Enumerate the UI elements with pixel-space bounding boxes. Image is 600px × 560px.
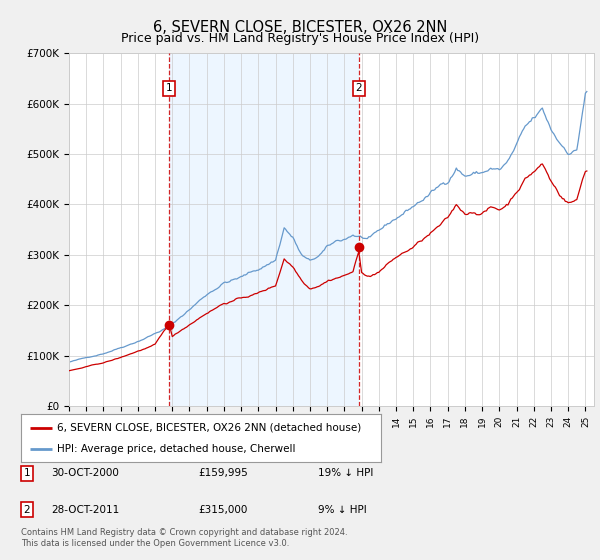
- Text: 6, SEVERN CLOSE, BICESTER, OX26 2NN: 6, SEVERN CLOSE, BICESTER, OX26 2NN: [153, 20, 447, 35]
- Text: 1: 1: [23, 468, 31, 478]
- Text: Price paid vs. HM Land Registry's House Price Index (HPI): Price paid vs. HM Land Registry's House …: [121, 32, 479, 45]
- Bar: [169, 53, 359, 406]
- Text: £315,000: £315,000: [198, 505, 247, 515]
- Text: 30-OCT-2000: 30-OCT-2000: [51, 468, 119, 478]
- Text: Contains HM Land Registry data © Crown copyright and database right 2024.
This d: Contains HM Land Registry data © Crown c…: [21, 528, 347, 548]
- Text: 19% ↓ HPI: 19% ↓ HPI: [318, 468, 373, 478]
- Text: 1: 1: [166, 83, 173, 94]
- Text: 6, SEVERN CLOSE, BICESTER, OX26 2NN (detached house): 6, SEVERN CLOSE, BICESTER, OX26 2NN (det…: [57, 423, 361, 433]
- Text: 2: 2: [23, 505, 31, 515]
- Text: 2: 2: [355, 83, 362, 94]
- Text: 28-OCT-2011: 28-OCT-2011: [51, 505, 119, 515]
- Text: £159,995: £159,995: [198, 468, 248, 478]
- Text: HPI: Average price, detached house, Cherwell: HPI: Average price, detached house, Cher…: [57, 444, 296, 454]
- Text: 9% ↓ HPI: 9% ↓ HPI: [318, 505, 367, 515]
